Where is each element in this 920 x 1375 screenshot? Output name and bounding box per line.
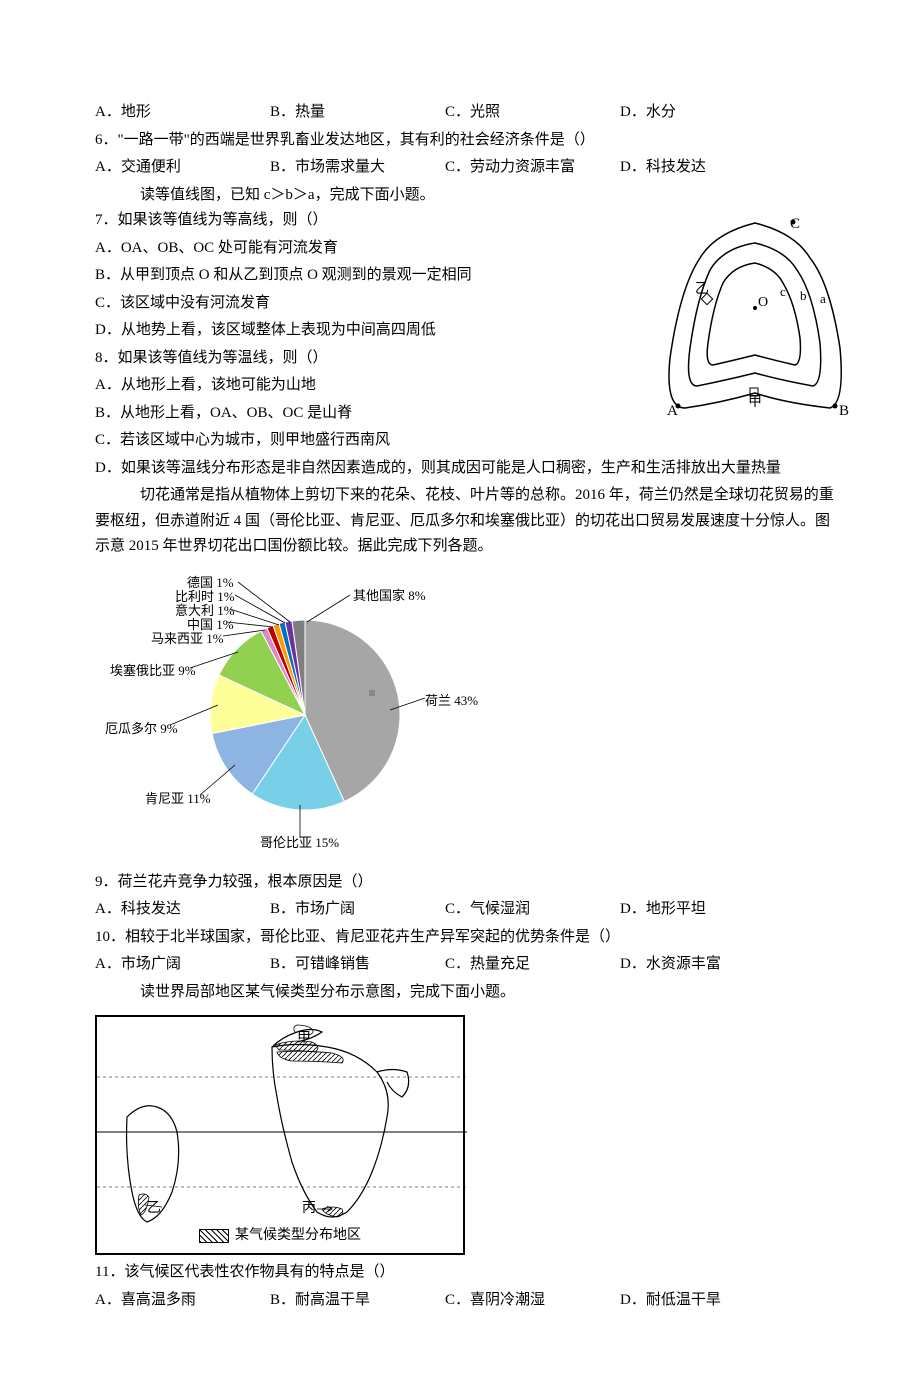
q7-option-b: B．从甲到顶点 O 和从乙到顶点 O 观测到的景观一定相同 <box>95 263 615 289</box>
q11-text: 11．该气候区代表性农作物具有的特点是（） <box>95 1260 835 1286</box>
pie-label-other: 其他国家 8% <box>353 585 426 607</box>
q10-option-d: D．水资源丰富 <box>620 952 795 978</box>
q11-option-a: A．喜高温多雨 <box>95 1288 270 1314</box>
q5-option-c: C．光照 <box>445 100 620 126</box>
pie-label-ethiopia: 埃塞俄比亚 9% <box>110 660 196 682</box>
q9-option-c: C．气候湿润 <box>445 897 620 923</box>
q11-option-b: B．耐高温干旱 <box>270 1288 445 1314</box>
q10-option-b: B．可错峰销售 <box>270 952 445 978</box>
legend-hatch-icon <box>199 1229 229 1243</box>
q5-option-b: B．热量 <box>270 100 445 126</box>
q10-text: 10．相较于北半球国家，哥伦比亚、肯尼亚花卉生产异军突起的优势条件是（） <box>95 925 835 951</box>
q7-option-a: A．OA、OB、OC 处可能有河流发育 <box>95 236 615 262</box>
pie-label-netherlands: 荷兰 43% <box>425 690 478 712</box>
map-legend-text: 某气候类型分布地区 <box>235 1224 361 1248</box>
q10-option-a: A．市场广阔 <box>95 952 270 978</box>
q10-options: A．市场广阔 B．可错峰销售 C．热量充足 D．水资源丰富 <box>95 952 835 978</box>
q6-option-a: A．交通便利 <box>95 155 270 181</box>
contour-diagram: O c b a C A B 甲 乙 <box>655 208 855 428</box>
map-intro: 读世界局部地区某气候类型分布示意图，完成下面小题。 <box>95 980 835 1006</box>
contour-intro: 读等值线图，已知 c＞b＞a，完成下面小题。 <box>95 183 835 209</box>
q9-option-d: D．地形平坦 <box>620 897 795 923</box>
svg-text:乙: 乙 <box>695 281 709 297</box>
q9-text: 9．荷兰花卉竞争力较强，根本原因是（） <box>95 870 835 896</box>
q7-option-c: C．该区域中没有河流发育 <box>95 291 615 317</box>
q8-option-d: D．如果该等温线分布形态是非自然因素造成的，则其成因可能是人口稠密，生产和生活排… <box>95 456 835 482</box>
map-legend: 某气候类型分布地区 <box>199 1224 361 1248</box>
map-label-yi: 乙 <box>147 1200 161 1216</box>
q7-text: 7．如果该等值线为等高线，则（） <box>95 208 615 234</box>
q10-option-c: C．热量充足 <box>445 952 620 978</box>
pie-label-kenya: 肯尼亚 11% <box>145 788 211 810</box>
q11-options: A．喜高温多雨 B．耐高温干旱 C．喜阴冷潮湿 D．耐低温干旱 <box>95 1288 835 1314</box>
q6-options: A．交通便利 B．市场需求量大 C．劳动力资源丰富 D．科技发达 <box>95 155 835 181</box>
q9-option-b: B．市场广阔 <box>270 897 445 923</box>
q8-option-a: A．从地形上看，该地可能为山地 <box>95 373 615 399</box>
q5-options: A．地形 B．热量 C．光照 D．水分 <box>95 100 835 126</box>
q5-option-d: D．水分 <box>620 100 795 126</box>
flower-intro: 切花通常是指从植物体上剪切下来的花朵、花枝、叶片等的总称。2016 年，荷兰仍然… <box>95 483 835 560</box>
q8-option-c: C．若该区域中心为城市，则甲地盛行西南风 <box>95 428 615 454</box>
svg-text:b: b <box>800 288 807 303</box>
q11-option-d: D．耐低温干旱 <box>620 1288 795 1314</box>
pie-label-ecuador: 厄瓜多尔 9% <box>105 718 178 740</box>
q11-option-c: C．喜阴冷潮湿 <box>445 1288 620 1314</box>
svg-text:甲: 甲 <box>748 395 762 410</box>
q9-options: A．科技发达 B．市场广阔 C．气候湿润 D．地形平坦 <box>95 897 835 923</box>
contour-block: O c b a C A B 甲 乙 7．如果该等值线为等高线，则（） A．OA、… <box>95 208 835 454</box>
pie-label-colombia: 哥伦比亚 15% <box>260 832 339 854</box>
svg-text:O: O <box>758 295 768 310</box>
q8-option-b: B．从地形上看，OA、OB、OC 是山脊 <box>95 401 615 427</box>
small-marker <box>369 690 375 696</box>
q9-option-a: A．科技发达 <box>95 897 270 923</box>
q6-option-d: D．科技发达 <box>620 155 795 181</box>
q7-option-d: D．从地势上看，该区域整体上表现为中间高四周低 <box>95 318 615 344</box>
pie-chart: 德国 1% 比利时 1% 意大利 1% 中国 1% 马来西亚 1% 埃塞俄比亚 … <box>115 570 495 860</box>
q5-option-a: A．地形 <box>95 100 270 126</box>
climate-map: 甲 乙 丙 某气候类型分布地区 <box>95 1015 465 1255</box>
svg-text:c: c <box>780 284 786 299</box>
pie-label-malaysia: 马来西亚 1% <box>151 628 224 650</box>
q8-text: 8．如果该等值线为等温线，则（） <box>95 346 615 372</box>
map-label-bing: 丙 <box>302 1201 316 1216</box>
svg-text:B: B <box>839 403 849 419</box>
svg-text:a: a <box>820 291 826 306</box>
q6-option-c: C．劳动力资源丰富 <box>445 155 620 181</box>
q6-text: 6．"一路一带"的西端是世界乳畜业发达地区，其有利的社会经济条件是（） <box>95 128 835 154</box>
map-label-jia: 甲 <box>297 1031 311 1046</box>
q6-option-b: B．市场需求量大 <box>270 155 445 181</box>
